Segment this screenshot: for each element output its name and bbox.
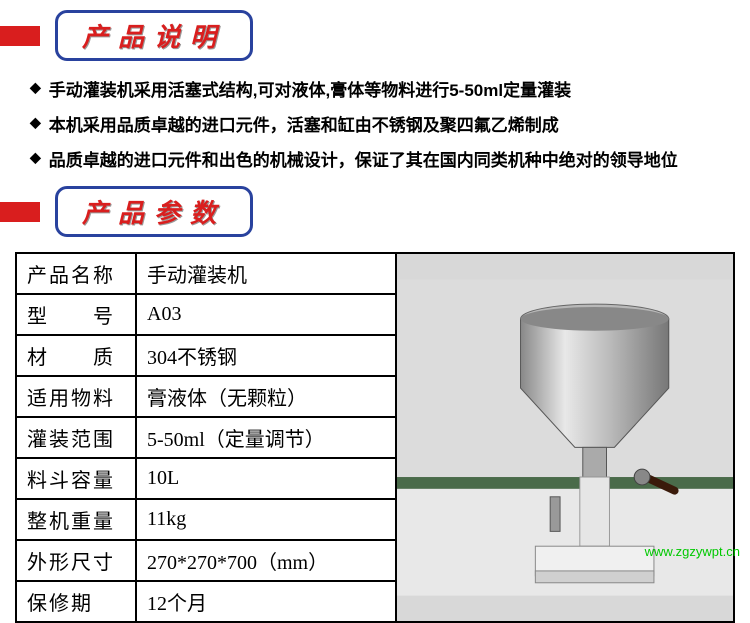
table-row: 材 质304不锈钢 xyxy=(16,335,396,376)
param-value: 304不锈钢 xyxy=(136,335,396,376)
watermark-text: www.zgzywpt.cn xyxy=(645,544,740,559)
machine-illustration xyxy=(397,254,733,621)
red-accent-block xyxy=(0,202,40,222)
param-value: 5-50ml（定量调节） xyxy=(136,417,396,458)
section-header-description: 产品说明 xyxy=(0,10,750,61)
description-bullet-list: ◆ 手动灌装机采用活塞式结构,可对液体,膏体等物料进行5-50ml定量灌装 ◆ … xyxy=(30,76,750,171)
param-value: 膏液体（无颗粒） xyxy=(136,376,396,417)
param-label: 材 质 xyxy=(16,335,136,376)
param-label: 型 号 xyxy=(16,294,136,335)
red-accent-block xyxy=(0,26,40,46)
table-row: 适用物料膏液体（无颗粒） xyxy=(16,376,396,417)
bullet-text: 本机采用品质卓越的进口元件，活塞和缸由不锈钢及聚四氟乙烯制成 xyxy=(49,111,559,136)
diamond-icon: ◆ xyxy=(30,146,41,168)
params-table: 产品名称手动灌装机型 号A03材 质304不锈钢适用物料膏液体（无颗粒）灌装范围… xyxy=(15,252,397,623)
bullet-text: 手动灌装机采用活塞式结构,可对液体,膏体等物料进行5-50ml定量灌装 xyxy=(49,76,571,101)
bullet-item: ◆ 品质卓越的进口元件和出色的机械设计，保证了其在国内同类机种中绝对的领导地位 xyxy=(30,146,750,171)
bullet-item: ◆ 手动灌装机采用活塞式结构,可对液体,膏体等物料进行5-50ml定量灌装 xyxy=(30,76,750,101)
section-header-params: 产品参数 xyxy=(0,186,750,237)
param-value: 10L xyxy=(136,458,396,499)
param-label: 适用物料 xyxy=(16,376,136,417)
params-container: 产品名称手动灌装机型 号A03材 质304不锈钢适用物料膏液体（无颗粒）灌装范围… xyxy=(15,252,735,623)
table-row: 料斗容量10L xyxy=(16,458,396,499)
bullet-item: ◆ 本机采用品质卓越的进口元件，活塞和缸由不锈钢及聚四氟乙烯制成 xyxy=(30,111,750,136)
section-title-badge: 产品参数 xyxy=(55,186,253,237)
param-value: 270*270*700（mm） xyxy=(136,540,396,581)
table-row: 保修期12个月 xyxy=(16,581,396,622)
table-row: 整机重量11kg xyxy=(16,499,396,540)
param-label: 料斗容量 xyxy=(16,458,136,499)
param-label: 整机重量 xyxy=(16,499,136,540)
param-value: 11kg xyxy=(136,499,396,540)
param-label: 保修期 xyxy=(16,581,136,622)
param-label: 灌装范围 xyxy=(16,417,136,458)
diamond-icon: ◆ xyxy=(30,111,41,133)
section-title-badge: 产品说明 xyxy=(55,10,253,61)
table-row: 外形尺寸270*270*700（mm） xyxy=(16,540,396,581)
product-image xyxy=(397,252,735,623)
param-value: A03 xyxy=(136,294,396,335)
param-label: 外形尺寸 xyxy=(16,540,136,581)
param-label: 产品名称 xyxy=(16,253,136,294)
table-row: 灌装范围5-50ml（定量调节） xyxy=(16,417,396,458)
bullet-text: 品质卓越的进口元件和出色的机械设计，保证了其在国内同类机种中绝对的领导地位 xyxy=(49,146,678,171)
table-row: 产品名称手动灌装机 xyxy=(16,253,396,294)
param-value: 手动灌装机 xyxy=(136,253,396,294)
param-value: 12个月 xyxy=(136,581,396,622)
diamond-icon: ◆ xyxy=(30,76,41,98)
table-row: 型 号A03 xyxy=(16,294,396,335)
